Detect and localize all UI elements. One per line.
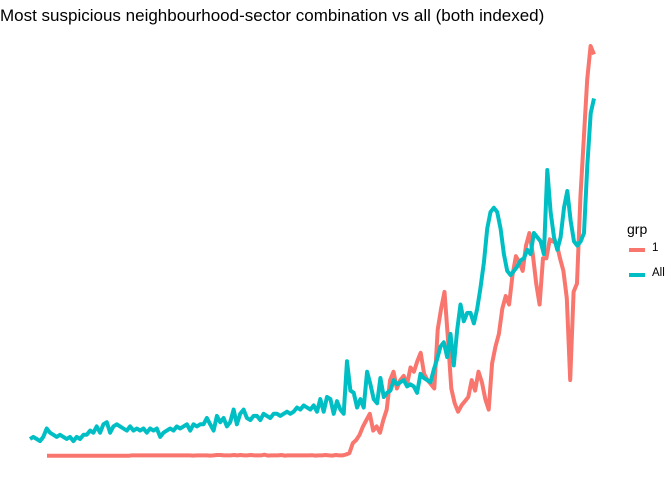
legend-label-all: All — [652, 267, 665, 279]
legend-title: grp — [627, 221, 648, 237]
legend-key-1 — [629, 248, 645, 252]
legend-label-1: 1 — [652, 242, 659, 254]
series-line-all — [28, 98, 596, 444]
legend-item-all: All — [627, 265, 671, 285]
legend-key-all — [629, 273, 645, 277]
legend-item-1: 1 — [627, 240, 671, 260]
series-line-1 — [47, 44, 596, 458]
chart-title: Most suspicious neighbourhood-sector com… — [0, 6, 545, 25]
